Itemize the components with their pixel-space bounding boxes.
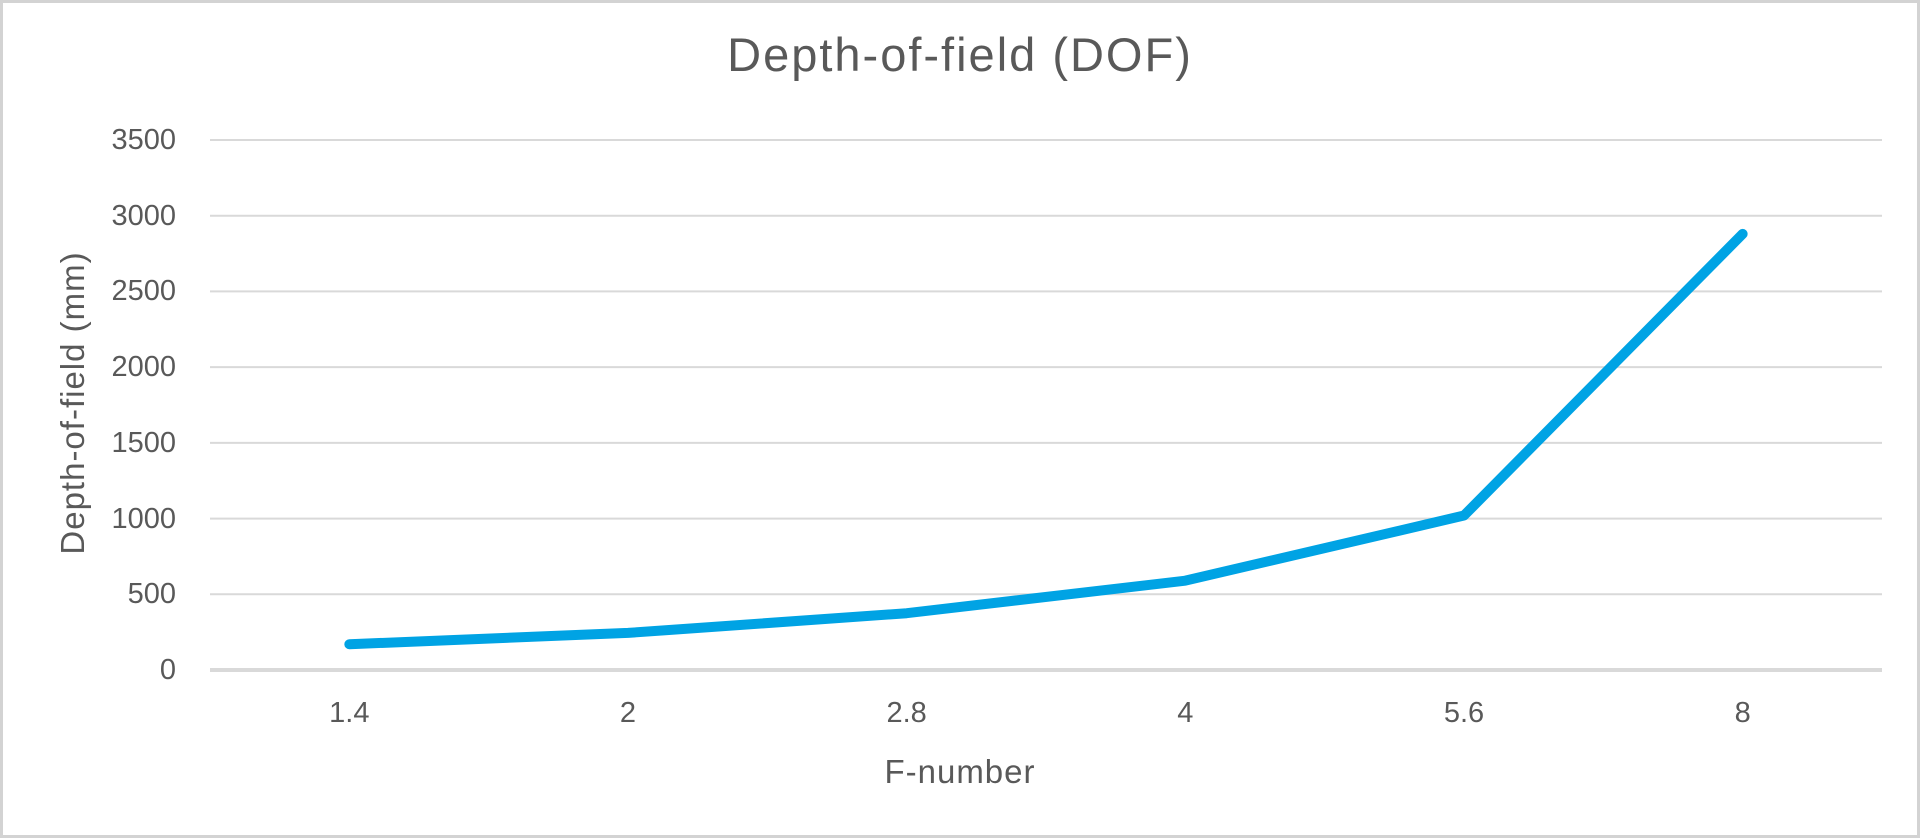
y-tick-label: 0: [159, 654, 176, 686]
x-tick-label: 5.6: [1443, 697, 1485, 729]
x-tick-label: 2: [619, 697, 637, 729]
series-line: [344, 228, 1748, 650]
x-axis-title: F-number: [884, 753, 1036, 790]
y-tick-label: 2000: [111, 351, 176, 384]
x-tick-label: 2.8: [886, 697, 927, 729]
y-tick-label: 1000: [111, 502, 176, 535]
plot-area: [210, 139, 1882, 672]
y-tick-label: 1500: [111, 426, 176, 459]
x-tick-label: 1.4: [329, 697, 370, 729]
y-tick-label: 500: [127, 578, 176, 611]
chart-title: Depth-of-field (DOF): [727, 28, 1193, 81]
y-tick-label: 3500: [111, 124, 176, 156]
x-tick-label: 4: [1177, 697, 1194, 729]
x-tick-label: 8: [1734, 697, 1751, 729]
y-tick-label: 3000: [111, 199, 176, 232]
y-tick-label: 2500: [111, 275, 176, 308]
